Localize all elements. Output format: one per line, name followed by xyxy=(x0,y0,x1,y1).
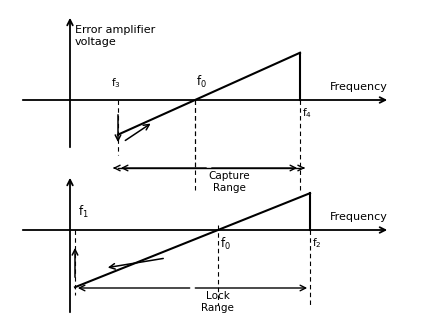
Text: f$_1$: f$_1$ xyxy=(78,204,89,220)
Text: Lock
Range: Lock Range xyxy=(201,291,234,313)
Text: Capture
Range: Capture Range xyxy=(208,171,250,193)
Text: Frequency: Frequency xyxy=(330,82,388,92)
Text: f$_0$: f$_0$ xyxy=(196,74,207,90)
Text: Frequency: Frequency xyxy=(330,212,388,222)
Text: f$_3$: f$_3$ xyxy=(111,76,121,90)
Text: f$_4$: f$_4$ xyxy=(302,106,312,120)
Text: f$_2$: f$_2$ xyxy=(312,236,322,250)
Text: f$_0$: f$_0$ xyxy=(220,236,231,252)
Text: Error amplifier
voltage: Error amplifier voltage xyxy=(75,25,155,47)
